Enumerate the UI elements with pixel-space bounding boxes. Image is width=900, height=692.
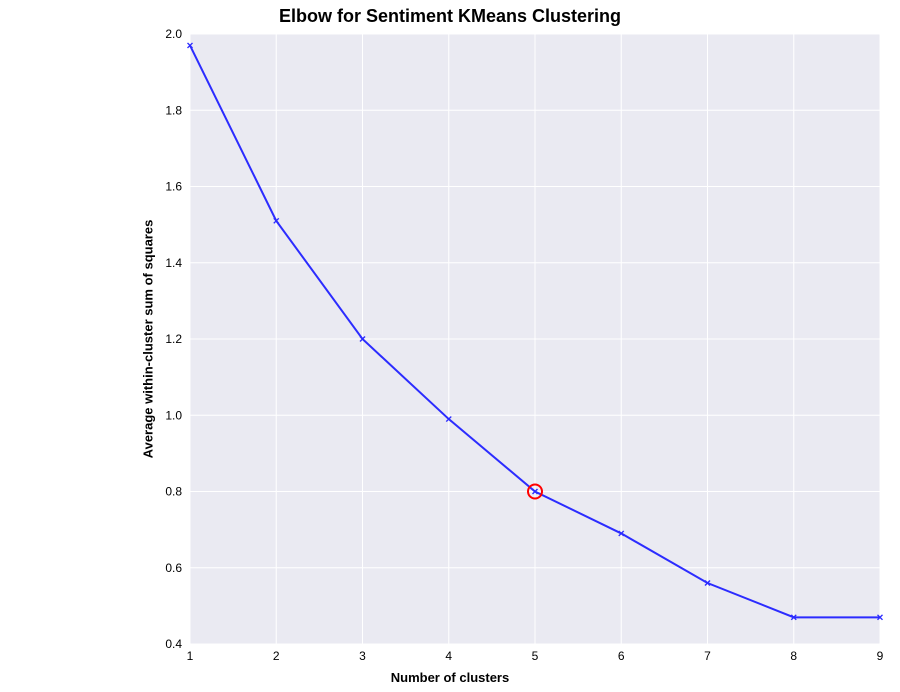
y-tick-label: 1.4 bbox=[165, 256, 182, 270]
x-tick-label: 1 bbox=[187, 649, 194, 663]
y-tick-label: 0.4 bbox=[165, 637, 182, 651]
figure: Elbow for Sentiment KMeans Clustering Av… bbox=[0, 0, 900, 692]
y-tick-label: 1.0 bbox=[165, 408, 182, 422]
y-tick-label: 2.0 bbox=[165, 27, 182, 41]
x-tick-labels: 1 2 3 4 5 6 7 8 9 bbox=[187, 649, 884, 663]
x-tick-label: 4 bbox=[445, 649, 452, 663]
x-tick-label: 2 bbox=[273, 649, 280, 663]
x-tick-label: 9 bbox=[877, 649, 884, 663]
y-axis-label: Average within-cluster sum of squares bbox=[141, 220, 156, 459]
y-tick-label: 0.6 bbox=[165, 561, 182, 575]
x-tick-label: 5 bbox=[532, 649, 539, 663]
y-tick-label: 1.2 bbox=[165, 332, 182, 346]
y-tick-labels: 0.4 0.6 0.8 1.0 1.2 1.4 1.6 1.8 2.0 bbox=[165, 27, 182, 651]
plot-area: 123456789 0.40.60.81.01.21.41.61.82.0 bbox=[190, 34, 880, 644]
y-tick-label: 1.8 bbox=[165, 103, 182, 117]
x-tick-label: 3 bbox=[359, 649, 366, 663]
x-tick-label: 8 bbox=[790, 649, 797, 663]
y-tick-label: 1.6 bbox=[165, 180, 182, 194]
x-tick-label: 6 bbox=[618, 649, 625, 663]
x-tick-label: 7 bbox=[704, 649, 711, 663]
y-tick-label: 0.8 bbox=[165, 485, 182, 499]
x-axis-label: Number of clusters bbox=[0, 670, 900, 685]
chart-title: Elbow for Sentiment KMeans Clustering bbox=[0, 6, 900, 27]
